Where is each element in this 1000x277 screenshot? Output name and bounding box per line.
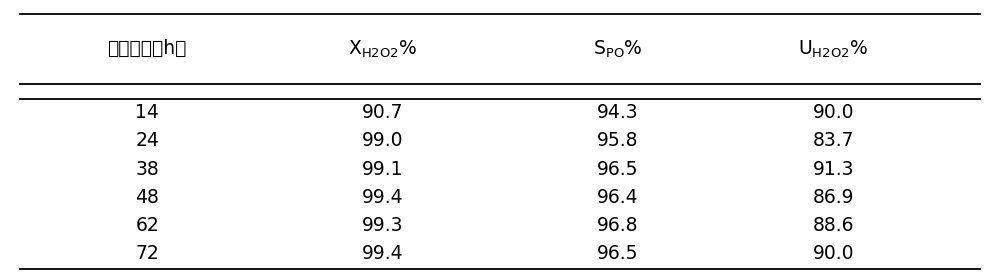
Text: 91.3: 91.3 — [812, 160, 854, 179]
Text: 94.3: 94.3 — [597, 103, 638, 122]
Text: 99.3: 99.3 — [362, 216, 403, 235]
Text: 99.1: 99.1 — [362, 160, 403, 179]
Text: 83.7: 83.7 — [812, 132, 854, 150]
Text: 86.9: 86.9 — [812, 188, 854, 207]
Text: 99.0: 99.0 — [362, 132, 403, 150]
Text: 99.4: 99.4 — [362, 188, 403, 207]
Text: 90.7: 90.7 — [362, 103, 403, 122]
Text: 99.4: 99.4 — [362, 244, 403, 263]
Text: 95.8: 95.8 — [597, 132, 638, 150]
Text: 38: 38 — [135, 160, 159, 179]
Text: 96.4: 96.4 — [597, 188, 638, 207]
Text: 88.6: 88.6 — [812, 216, 854, 235]
Text: 90.0: 90.0 — [812, 244, 854, 263]
Text: 14: 14 — [135, 103, 159, 122]
Text: 96.8: 96.8 — [597, 216, 638, 235]
Text: $\mathregular{S_{PO}}$%: $\mathregular{S_{PO}}$% — [593, 38, 642, 60]
Text: $\mathregular{X_{H2O2}}$%: $\mathregular{X_{H2O2}}$% — [348, 38, 417, 60]
Text: 运转时间（h）: 运转时间（h） — [108, 39, 187, 58]
Text: 48: 48 — [135, 188, 159, 207]
Text: 62: 62 — [135, 216, 159, 235]
Text: 96.5: 96.5 — [597, 160, 638, 179]
Text: 90.0: 90.0 — [812, 103, 854, 122]
Text: $\mathregular{U_{H2O2}}$%: $\mathregular{U_{H2O2}}$% — [798, 38, 868, 60]
Text: 96.5: 96.5 — [597, 244, 638, 263]
Text: 72: 72 — [135, 244, 159, 263]
Text: 24: 24 — [135, 132, 159, 150]
